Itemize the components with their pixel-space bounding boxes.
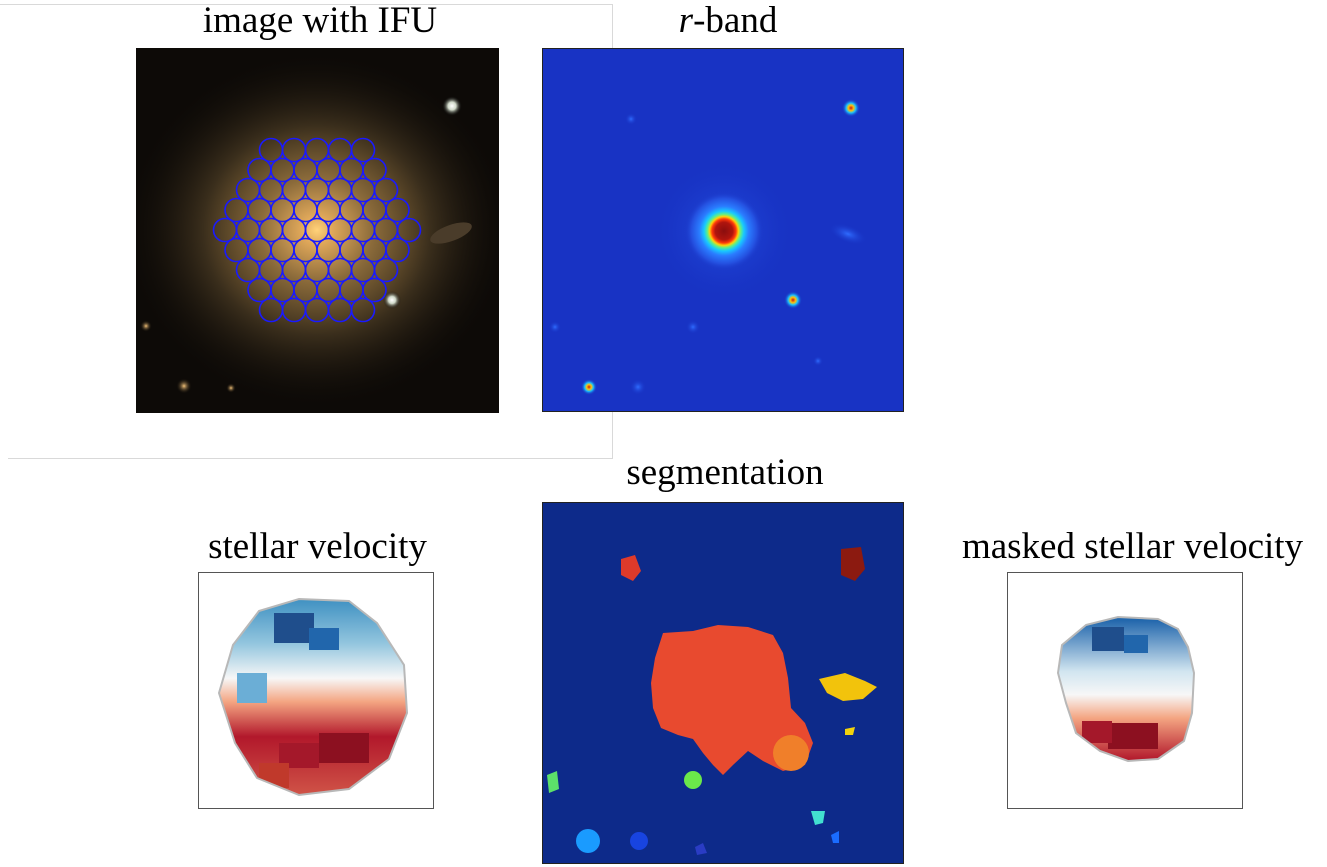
panel-image-with-ifu (136, 48, 499, 413)
ifu-fiber (362, 157, 387, 183)
ifu-fiber-bundle (212, 137, 422, 323)
ifu-fiber (350, 137, 376, 163)
title-image-with-ifu: image with IFU (202, 0, 438, 41)
galaxy-image (136, 48, 499, 413)
panel-segmentation (542, 502, 904, 864)
segment-green (684, 771, 702, 789)
segment-small-yellow (845, 727, 855, 735)
title-r-band: r-band (623, 2, 833, 39)
segment-blue (630, 832, 648, 850)
segment-cyan (576, 829, 600, 853)
r-band-image (543, 49, 903, 411)
ifu-fiber (350, 297, 376, 323)
segment-aqua (811, 811, 825, 825)
stellar-velocity-map (217, 597, 409, 797)
title-segmentation: segmentation (626, 452, 824, 493)
frame-top-line (0, 4, 612, 5)
panel-masked-stellar-velocity (1007, 572, 1243, 809)
ifu-fiber (373, 257, 399, 283)
frame-bottom-line (8, 458, 613, 459)
title-stellar-velocity: stellar velocity (208, 526, 427, 567)
title-masked-stellar-velocity: masked stellar velocity (961, 526, 1304, 567)
ifu-fiber (362, 277, 387, 303)
ifu-fiber (385, 197, 410, 223)
panel-stellar-velocity (198, 572, 434, 809)
segmentation-map (543, 503, 903, 863)
segment-top-right (841, 547, 865, 581)
segment-tiny-blue (831, 831, 839, 843)
ifu-fiber (373, 177, 399, 203)
title-r-band-italic: r (678, 0, 694, 41)
segment-top-left (621, 555, 641, 581)
masked-velocity-map (1056, 615, 1196, 763)
segment-yellow (819, 673, 877, 701)
segment-main-galaxy (651, 625, 813, 775)
segment-orange (773, 735, 809, 771)
ifu-fiber (385, 237, 410, 263)
ifu-fiber (396, 217, 422, 243)
title-r-band-rest: -band (693, 0, 778, 41)
segment-left-green (547, 771, 559, 793)
segment-small-blue (695, 843, 707, 855)
panel-r-band (542, 48, 904, 412)
